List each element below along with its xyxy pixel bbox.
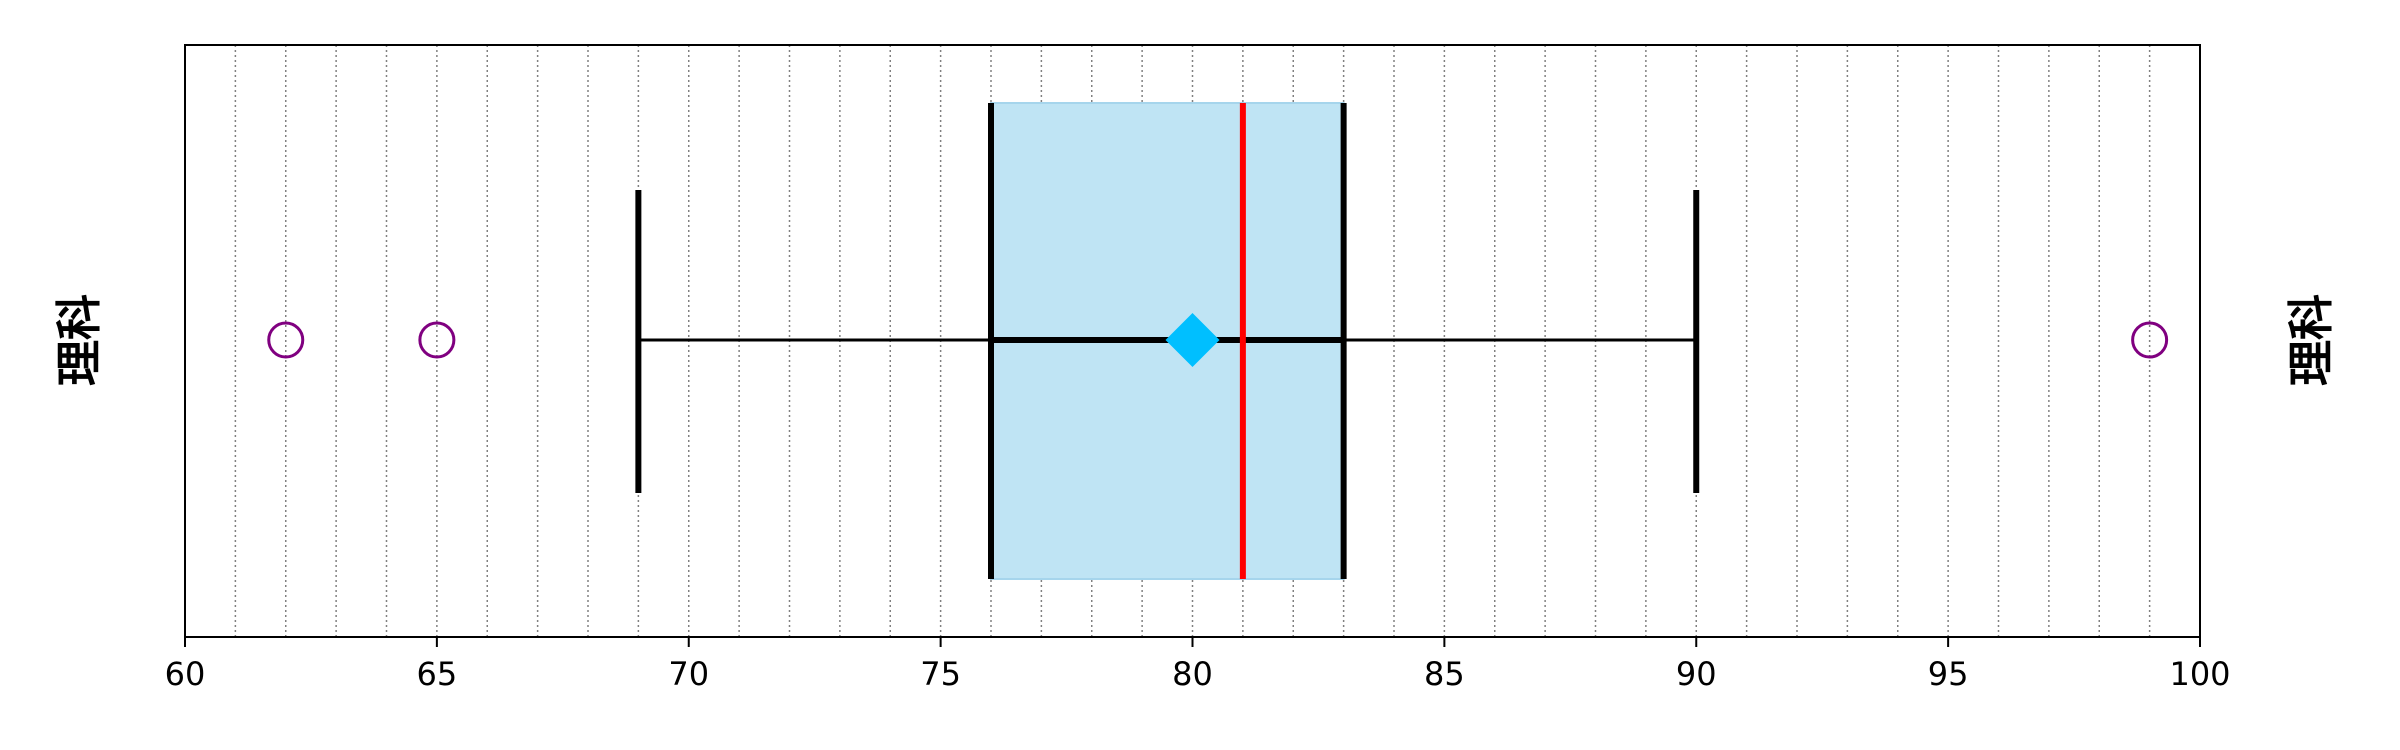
x-tick-label: 75 bbox=[920, 655, 961, 693]
x-tick-label: 70 bbox=[668, 655, 709, 693]
x-tick-label: 100 bbox=[2169, 655, 2230, 693]
x-axis: 60 65 70 75 80 85 90 95 100 bbox=[165, 637, 2231, 693]
x-tick-label: 80 bbox=[1172, 655, 1213, 693]
x-tick-label: 95 bbox=[1928, 655, 1969, 693]
x-tick-label: 60 bbox=[165, 655, 206, 693]
x-tick-label: 90 bbox=[1676, 655, 1717, 693]
category-label-left: 理科 bbox=[52, 294, 106, 386]
x-tick-label: 85 bbox=[1424, 655, 1465, 693]
mean-marker bbox=[1165, 313, 1220, 367]
outlier-point bbox=[2131, 321, 2169, 359]
box-plot bbox=[635, 102, 1700, 580]
x-tick-label: 65 bbox=[417, 655, 458, 693]
outliers bbox=[267, 321, 2169, 359]
outlier-point bbox=[267, 321, 305, 359]
category-label-right: 理科 bbox=[2284, 294, 2338, 386]
outlier-point bbox=[418, 321, 456, 359]
